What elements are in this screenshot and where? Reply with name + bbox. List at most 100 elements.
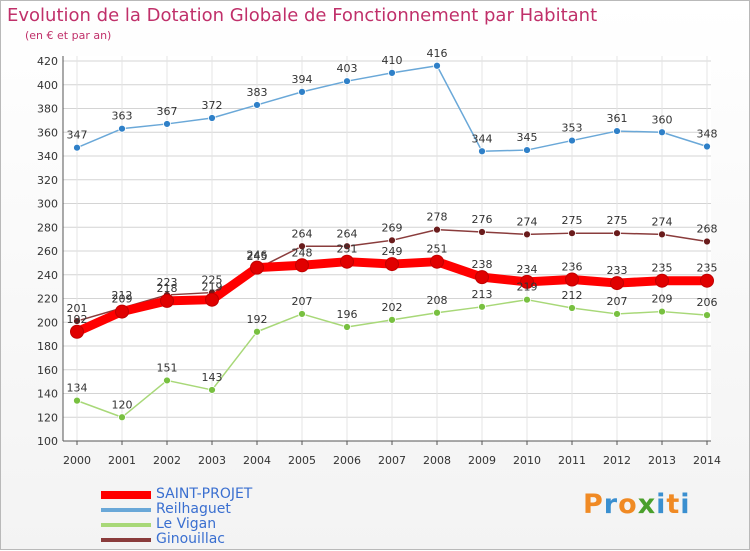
data-point bbox=[478, 302, 486, 311]
data-label: 207 bbox=[292, 295, 313, 308]
data-point bbox=[523, 295, 531, 304]
data-point bbox=[298, 242, 306, 251]
chart-subtitle: (en € et par an) bbox=[25, 29, 112, 42]
data-point bbox=[253, 327, 261, 336]
data-label: 213 bbox=[472, 288, 493, 301]
x-tick-label: 2005 bbox=[288, 454, 316, 467]
data-point bbox=[205, 292, 219, 307]
data-label: 372 bbox=[202, 99, 223, 112]
y-tick-label: 160 bbox=[37, 364, 58, 377]
data-label: 235 bbox=[697, 262, 718, 275]
data-label: 120 bbox=[112, 398, 133, 411]
y-tick-label: 240 bbox=[37, 269, 58, 282]
data-label: 251 bbox=[337, 243, 358, 256]
logo-letter: i bbox=[656, 489, 667, 520]
data-point bbox=[658, 230, 666, 239]
data-point bbox=[208, 114, 216, 122]
chart-title: Evolution de la Dotation Globale de Fonc… bbox=[7, 5, 598, 26]
data-point bbox=[700, 273, 714, 288]
data-label: 248 bbox=[292, 246, 313, 259]
data-label: 249 bbox=[382, 245, 403, 258]
data-label: 345 bbox=[517, 131, 538, 144]
data-point bbox=[433, 225, 441, 234]
y-tick-label: 260 bbox=[37, 245, 58, 258]
data-label: 344 bbox=[472, 132, 493, 145]
data-point bbox=[478, 228, 486, 236]
y-tick-label: 320 bbox=[37, 174, 58, 187]
data-point bbox=[703, 142, 711, 151]
data-label: 268 bbox=[697, 223, 718, 236]
data-point bbox=[655, 273, 669, 288]
data-point bbox=[703, 237, 711, 246]
data-label: 143 bbox=[202, 371, 223, 384]
data-point bbox=[658, 128, 666, 137]
data-label: 212 bbox=[112, 289, 133, 302]
y-tick-label: 280 bbox=[37, 221, 58, 234]
data-point bbox=[118, 124, 126, 133]
x-tick-label: 2001 bbox=[108, 454, 136, 467]
legend-label: Ginouillac bbox=[156, 531, 225, 547]
data-label: 209 bbox=[112, 293, 133, 306]
data-label: 219 bbox=[517, 281, 538, 294]
y-tick-label: 360 bbox=[37, 126, 58, 139]
data-point bbox=[73, 143, 81, 152]
data-point bbox=[658, 307, 666, 316]
data-label: 245 bbox=[247, 250, 268, 263]
data-point bbox=[208, 386, 216, 394]
data-point bbox=[73, 317, 81, 325]
data-label: 223 bbox=[157, 276, 178, 289]
data-label: 235 bbox=[652, 262, 673, 275]
data-point bbox=[385, 257, 399, 272]
x-tick-label: 2004 bbox=[243, 454, 271, 467]
data-label: 363 bbox=[112, 110, 133, 123]
data-point bbox=[613, 229, 621, 238]
data-point bbox=[298, 87, 306, 96]
data-point bbox=[295, 258, 309, 273]
data-point bbox=[523, 146, 531, 154]
data-label: 367 bbox=[157, 105, 178, 118]
logo-letter: P bbox=[583, 489, 604, 520]
x-tick-label: 2010 bbox=[513, 454, 541, 467]
data-label: 151 bbox=[157, 361, 178, 374]
data-point bbox=[250, 260, 264, 275]
data-label: 264 bbox=[292, 227, 313, 240]
data-label: 225 bbox=[202, 274, 223, 287]
data-point bbox=[523, 230, 531, 239]
data-label: 212 bbox=[562, 289, 583, 302]
data-label: 410 bbox=[382, 54, 403, 67]
y-tick-label: 300 bbox=[37, 198, 58, 211]
x-tick-label: 2002 bbox=[153, 454, 181, 467]
y-tick-label: 200 bbox=[37, 316, 58, 329]
x-tick-label: 2012 bbox=[603, 454, 631, 467]
data-point bbox=[253, 101, 261, 109]
data-point bbox=[568, 229, 576, 238]
data-point bbox=[343, 323, 351, 331]
y-tick-label: 400 bbox=[37, 79, 58, 92]
data-label: 278 bbox=[427, 211, 448, 224]
data-point bbox=[340, 254, 354, 269]
x-tick-label: 2006 bbox=[333, 454, 361, 467]
data-label: 416 bbox=[427, 47, 448, 60]
data-label: 353 bbox=[562, 122, 583, 135]
x-tick-label: 2000 bbox=[63, 454, 91, 467]
y-tick-label: 420 bbox=[37, 55, 58, 68]
logo-letter: x bbox=[637, 489, 657, 520]
data-point bbox=[478, 147, 486, 156]
data-label: 348 bbox=[697, 128, 718, 141]
legend-swatch bbox=[101, 523, 151, 527]
data-point bbox=[703, 311, 711, 320]
logo-letter: t bbox=[666, 489, 681, 520]
data-label: 209 bbox=[652, 293, 673, 306]
data-point bbox=[70, 324, 84, 339]
legend-swatch bbox=[101, 538, 151, 542]
x-tick-label: 2013 bbox=[648, 454, 676, 467]
data-point bbox=[520, 274, 534, 289]
x-tick-label: 2008 bbox=[423, 454, 451, 467]
data-label: 233 bbox=[607, 264, 628, 277]
data-label: 361 bbox=[607, 112, 628, 125]
data-point bbox=[160, 293, 174, 308]
legend-swatch bbox=[101, 508, 151, 512]
data-point bbox=[73, 396, 81, 405]
data-label: 251 bbox=[427, 243, 448, 256]
